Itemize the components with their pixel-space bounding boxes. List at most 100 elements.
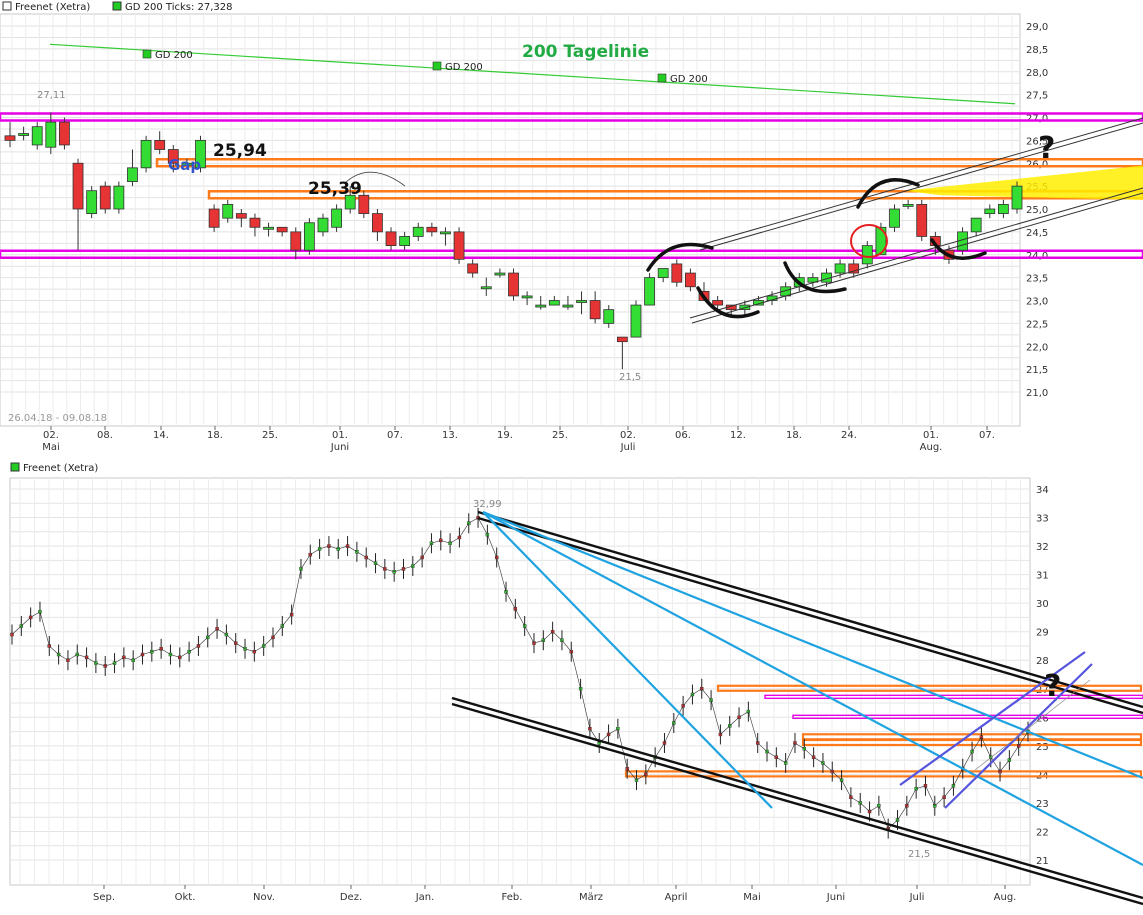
candle-body <box>399 236 411 246</box>
x-tick-label: 24. <box>841 430 857 441</box>
x-tick-label: Feb. <box>502 892 523 903</box>
candle-body <box>644 277 655 306</box>
y-tick-label: 21,0 <box>1026 388 1048 399</box>
date-range-label: 26.04.18 - 09.08.18 <box>8 413 107 424</box>
x-tick-label: 12. <box>730 430 746 441</box>
candle-body <box>426 226 438 233</box>
y-tick-label: 34 <box>1036 485 1049 496</box>
candle-body <box>453 231 465 260</box>
resistance-band-magenta <box>0 112 1143 122</box>
top-chart: 29,028,528,027,527,026,526,025,525,024,5… <box>0 1 1143 453</box>
candle-body <box>18 133 30 136</box>
candle-body <box>657 268 669 279</box>
legend-swatch-bottom <box>10 462 20 472</box>
x-tick-label: 18. <box>786 430 802 441</box>
candle-body <box>140 139 152 169</box>
x-tick-label: Jan. <box>415 892 435 903</box>
candle-body <box>603 309 615 324</box>
x-tick-month: Mai <box>42 442 60 453</box>
blue-trendline <box>482 511 773 809</box>
highlight-circle <box>850 224 888 258</box>
y-tick-label: 30 <box>1036 599 1049 610</box>
y-tick-label: 23,5 <box>1026 274 1048 285</box>
candle-body <box>535 304 547 308</box>
shoulder-arc <box>696 286 760 319</box>
sma200-line <box>49 43 1016 105</box>
downtrend-line-lower <box>451 702 1143 906</box>
candle-body <box>303 222 315 251</box>
y-tick-label: 29 <box>1036 628 1049 639</box>
x-tick-label: 18. <box>207 430 223 441</box>
y-tick-label: 21 <box>1036 856 1049 867</box>
downtrend-line-lower <box>451 696 1143 900</box>
candle-body <box>685 272 696 288</box>
x-tick-label: 07. <box>387 430 403 441</box>
y-tick-label: 28,0 <box>1026 68 1048 79</box>
resistance-band-orange <box>207 190 1143 200</box>
legend-gd200-label: GD 200 Ticks: 27,328 <box>125 2 233 13</box>
candle-body <box>72 162 84 210</box>
resistance-band-magenta <box>764 694 1143 700</box>
candle-body <box>290 231 302 251</box>
x-tick-label: Sep. <box>93 892 115 903</box>
candle-body <box>916 204 928 237</box>
candle-body <box>154 139 166 150</box>
gd200-tag-label: GD 200 <box>445 62 483 73</box>
candle-body <box>562 304 574 308</box>
candle-body <box>181 162 193 166</box>
candle-body <box>576 300 587 303</box>
low-label: 21,5 <box>619 372 641 383</box>
trend-channel-lower <box>689 187 1143 319</box>
candle-body <box>222 204 234 219</box>
candle-body <box>521 295 533 299</box>
pattern-arc <box>344 171 406 187</box>
uptrend-channel <box>899 651 1086 786</box>
candle-body <box>480 286 492 290</box>
legend-swatch-price <box>2 1 12 11</box>
x-tick-month: Aug. <box>920 442 943 453</box>
price-line <box>11 517 1029 830</box>
x-tick-label: 01. <box>332 430 348 441</box>
y-tick-label: 24,5 <box>1026 228 1048 239</box>
gd200-tag-swatch <box>657 73 667 83</box>
x-tick-label: 01. <box>923 430 939 441</box>
candle-body <box>616 336 628 343</box>
y-tick-label: 23 <box>1036 799 1049 810</box>
x-tick-month: Juni <box>330 442 349 453</box>
y-tick-label: 26,5 <box>1026 136 1048 147</box>
candle-body <box>59 121 70 146</box>
candle-body <box>127 167 138 182</box>
candle-body <box>344 194 356 210</box>
candle-body <box>4 135 16 141</box>
shoulder-arc <box>930 238 987 260</box>
candle-body <box>113 185 125 210</box>
legend-price-label: Freenet (Xetra) <box>15 2 90 13</box>
candle-body <box>208 208 220 228</box>
y-tick-label: 22,5 <box>1026 319 1048 330</box>
x-tick-label: Juli <box>909 892 925 903</box>
candle-body <box>494 272 506 276</box>
shoulder-arc <box>783 261 847 294</box>
level-annotation: 25,94 <box>213 141 267 161</box>
shoulder-arc <box>646 242 714 272</box>
candle-body <box>861 245 873 265</box>
legend-swatch-gd200 <box>112 1 122 11</box>
candle-body <box>548 300 560 306</box>
gd200-tag-label: GD 200 <box>670 74 708 85</box>
candle-body <box>372 213 383 233</box>
head-arc <box>856 178 920 209</box>
blue-trendline <box>482 511 1143 866</box>
blue-trendline <box>482 510 1143 780</box>
y-tick-label: 33 <box>1036 514 1049 525</box>
candle-body <box>508 272 519 297</box>
level-annotation: 25,39 <box>308 179 362 199</box>
candle-body <box>834 263 846 274</box>
x-tick-label: März <box>579 892 603 903</box>
candle-body <box>317 217 329 233</box>
trend-channel-lower <box>691 192 1143 324</box>
x-tick-label: Aug. <box>994 892 1017 903</box>
candle-body <box>263 226 274 230</box>
candle-body <box>902 204 914 207</box>
y-tick-label: 31 <box>1036 571 1049 582</box>
